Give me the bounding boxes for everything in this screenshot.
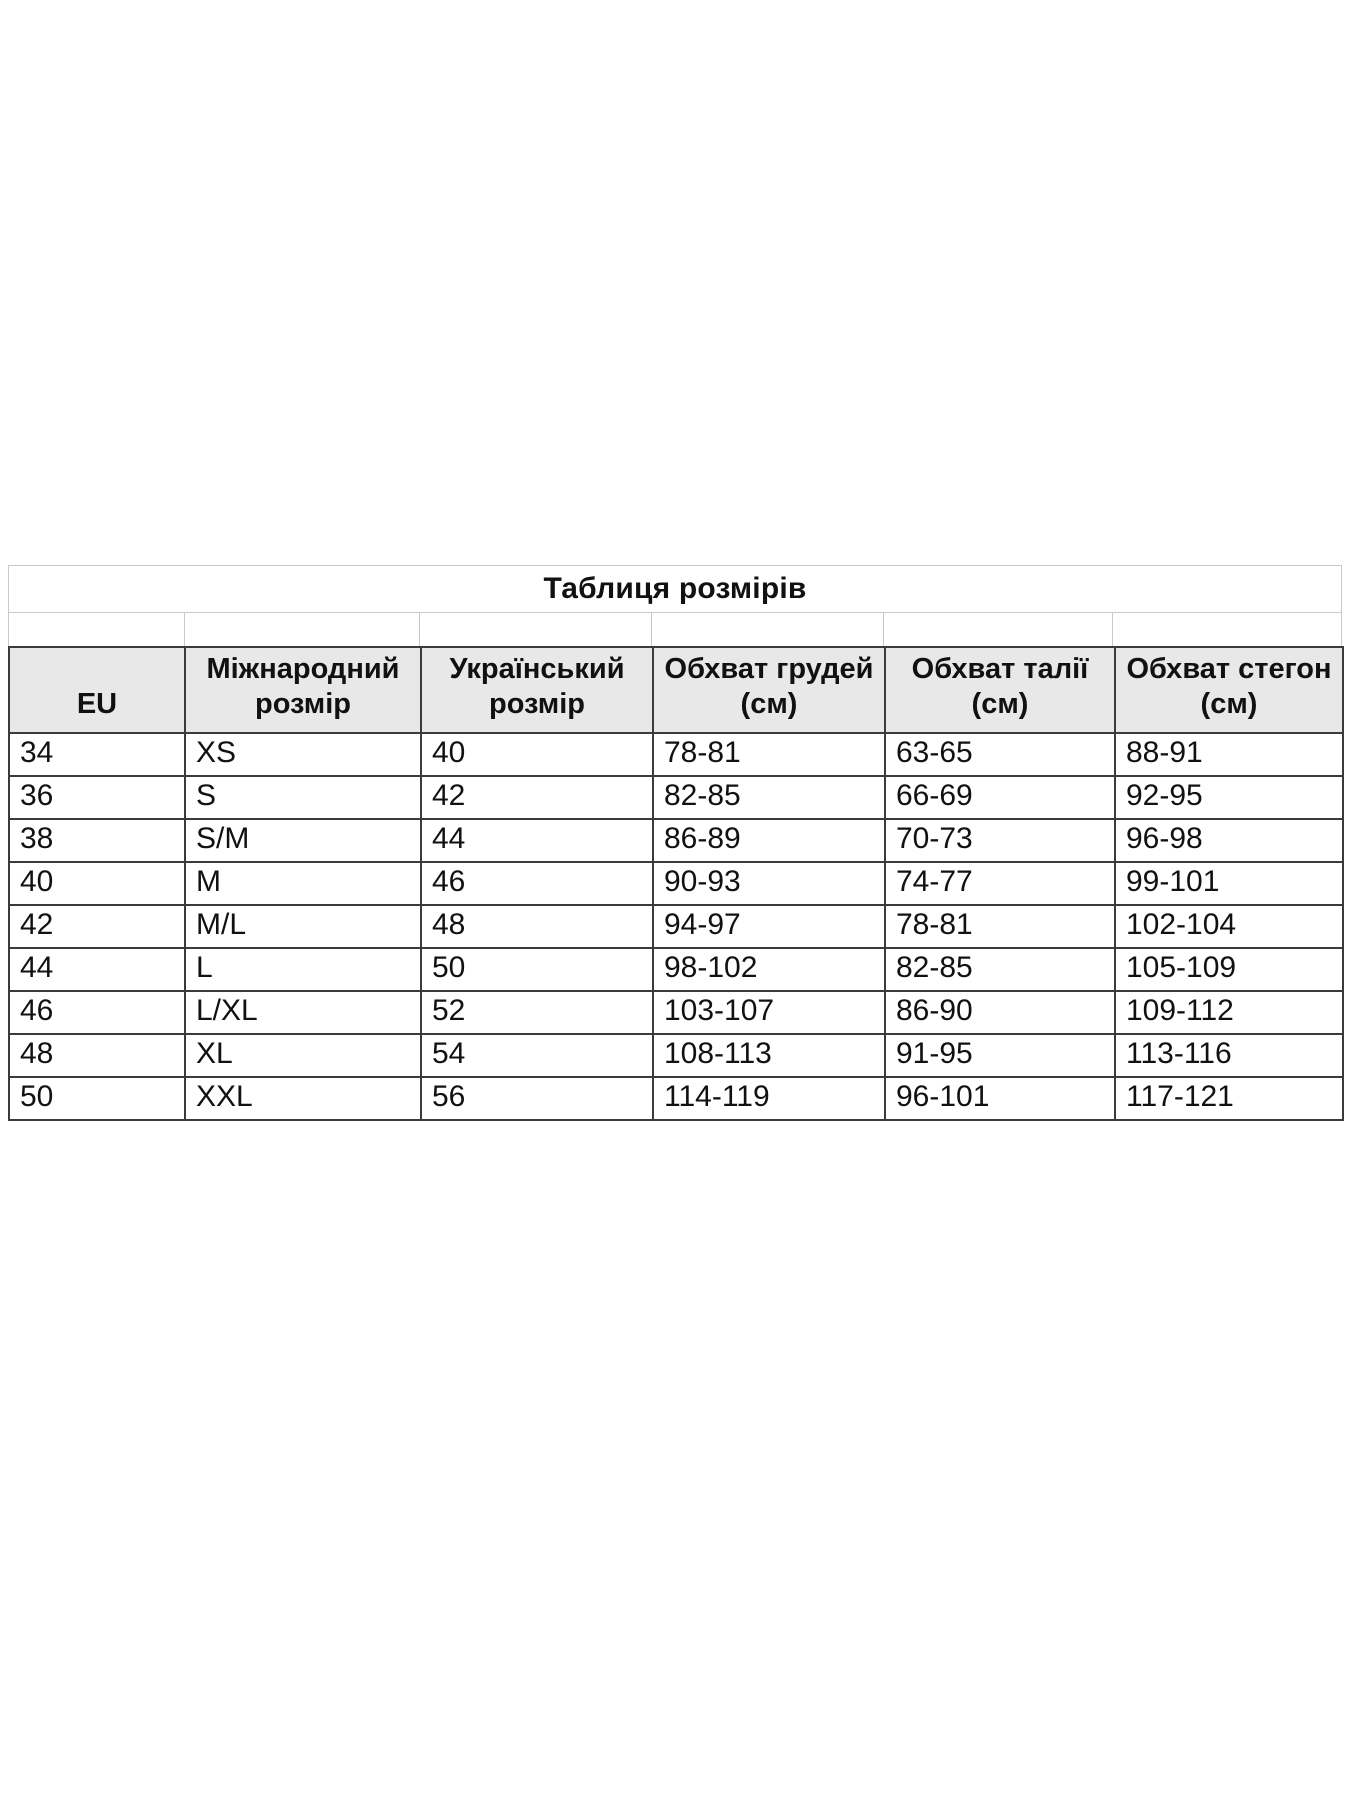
table-cell: 36	[8, 774, 186, 820]
table-cell: 91-95	[884, 1032, 1116, 1078]
table-cell: 42	[8, 903, 186, 949]
header-cell: Український розмір	[420, 646, 654, 734]
spacer-cell	[652, 613, 884, 646]
table-cell: 117-121	[1114, 1075, 1344, 1121]
table-row: 36 S 42 82-85 66-69 92-95	[8, 774, 1344, 820]
header-cell: Обхват стегон (см)	[1114, 646, 1344, 734]
size-chart: Таблиця розмірів EU Міжнародний розмір Укр…	[8, 565, 1344, 1121]
table-row: 40 M 46 90-93 74-77 99-101	[8, 860, 1344, 906]
table-cell: 90-93	[652, 860, 886, 906]
table-cell: 40	[420, 731, 654, 777]
spacer-cell	[884, 613, 1114, 646]
table-cell: 38	[8, 817, 186, 863]
header-row: EU Міжнародний розмір Український розмір Об…	[8, 646, 1344, 734]
table-cell: 86-89	[652, 817, 886, 863]
header-cell: EU	[8, 646, 186, 734]
table-cell: 98-102	[652, 946, 886, 992]
table-cell: M/L	[184, 903, 422, 949]
table-cell: 109-112	[1114, 989, 1344, 1035]
table-cell: XL	[184, 1032, 422, 1078]
table-cell: 82-85	[884, 946, 1116, 992]
table-cell: 54	[420, 1032, 654, 1078]
table-cell: S/M	[184, 817, 422, 863]
table-cell: 78-81	[652, 731, 886, 777]
spacer-cell	[185, 613, 421, 646]
table-cell: 78-81	[884, 903, 1116, 949]
table-row: 46 L/XL 52 103-107 86-90 109-112	[8, 989, 1344, 1035]
header-cell: Обхват грудей (см)	[652, 646, 886, 734]
table-cell: 114-119	[652, 1075, 886, 1121]
table-cell: 56	[420, 1075, 654, 1121]
spacer-cell	[420, 613, 653, 646]
table-cell: 42	[420, 774, 654, 820]
table-cell: 52	[420, 989, 654, 1035]
table-cell: 66-69	[884, 774, 1116, 820]
table-cell: 92-95	[1114, 774, 1344, 820]
table-cell: 50	[8, 1075, 186, 1121]
spacer-cell	[1113, 613, 1341, 646]
table-cell: 102-104	[1114, 903, 1344, 949]
table-row: 50 XXL 56 114-119 96-101 117-121	[8, 1075, 1344, 1121]
spacer-cell	[9, 613, 185, 646]
spacer-row	[8, 612, 1342, 646]
size-chart-title: Таблиця розмірів	[8, 565, 1342, 612]
table-cell: S	[184, 774, 422, 820]
table-cell: 74-77	[884, 860, 1116, 906]
table-row: 44 L 50 98-102 82-85 105-109	[8, 946, 1344, 992]
table-cell: 63-65	[884, 731, 1116, 777]
table-cell: XXL	[184, 1075, 422, 1121]
table-cell: 103-107	[652, 989, 886, 1035]
table-cell: 82-85	[652, 774, 886, 820]
table-cell: 99-101	[1114, 860, 1344, 906]
table-cell: M	[184, 860, 422, 906]
table-cell: 108-113	[652, 1032, 886, 1078]
table-cell: 44	[420, 817, 654, 863]
table-cell: 96-98	[1114, 817, 1344, 863]
header-cell: Обхват талії (см)	[884, 646, 1116, 734]
table-cell: 94-97	[652, 903, 886, 949]
table-cell: 70-73	[884, 817, 1116, 863]
table-cell: L/XL	[184, 989, 422, 1035]
table-cell: 34	[8, 731, 186, 777]
table-cell: L	[184, 946, 422, 992]
table-cell: 113-116	[1114, 1032, 1344, 1078]
table-cell: 50	[420, 946, 654, 992]
header-cell: Міжнародний розмір	[184, 646, 422, 734]
table-cell: 46	[420, 860, 654, 906]
table-row: 42 M/L 48 94-97 78-81 102-104	[8, 903, 1344, 949]
table-cell: 48	[420, 903, 654, 949]
table-cell: 44	[8, 946, 186, 992]
table-row: 34 XS 40 78-81 63-65 88-91	[8, 731, 1344, 777]
table-cell: XS	[184, 731, 422, 777]
table-cell: 40	[8, 860, 186, 906]
table-row: 38 S/M 44 86-89 70-73 96-98	[8, 817, 1344, 863]
size-table: EU Міжнародний розмір Український розмір Об…	[8, 646, 1344, 1121]
table-row: 48 XL 54 108-113 91-95 113-116	[8, 1032, 1344, 1078]
table-body: 34 XS 40 78-81 63-65 88-91 36 S 42 82-85 66-69 92-9…	[8, 731, 1344, 1121]
table-cell: 88-91	[1114, 731, 1344, 777]
table-cell: 86-90	[884, 989, 1116, 1035]
table-cell: 96-101	[884, 1075, 1116, 1121]
table-cell: 46	[8, 989, 186, 1035]
table-cell: 48	[8, 1032, 186, 1078]
table-cell: 105-109	[1114, 946, 1344, 992]
